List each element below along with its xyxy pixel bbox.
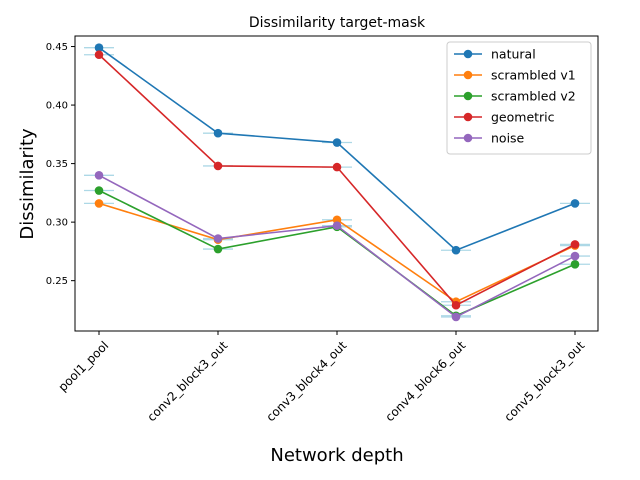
y-tick-label: 0.35	[46, 159, 68, 170]
series-geometric	[94, 50, 580, 310]
legend-item: geometric	[454, 110, 555, 125]
data-point	[332, 162, 342, 172]
y-tick-label: 0.25	[46, 276, 68, 287]
y-tick-label: 0.45	[46, 42, 68, 53]
legend-marker	[463, 91, 473, 101]
series-layer	[94, 43, 580, 322]
data-point	[94, 186, 104, 195]
legend-item: scrambled v1	[454, 68, 576, 83]
series-noise	[94, 171, 580, 322]
y-tick-label: 0.40	[46, 101, 68, 112]
legend-label: scrambled v1	[491, 68, 576, 83]
data-point	[94, 199, 104, 208]
x-axis-title: Network depth	[270, 445, 403, 466]
data-point	[451, 300, 461, 310]
data-point	[94, 50, 104, 60]
data-point	[332, 221, 342, 230]
data-point	[213, 128, 223, 138]
legend-marker	[463, 70, 473, 80]
legend-box	[446, 41, 592, 155]
data-point	[213, 234, 223, 243]
data-point	[332, 138, 342, 147]
series-natural	[94, 43, 580, 255]
legend: natural scrambled v1 scrambled v2 geometric…	[446, 41, 592, 155]
legend-label: natural	[491, 47, 536, 62]
data-point	[94, 43, 104, 53]
y-tick-label: 0.30	[46, 218, 68, 229]
legend-item: scrambled v2	[454, 89, 576, 104]
data-point	[213, 161, 223, 171]
legend-label: noise	[491, 131, 525, 146]
data-point	[570, 251, 580, 261]
y-axis-title: Dissimilarity	[17, 128, 38, 240]
y-axis-ticks: 0.25 0.30 0.35 0.40 0.45	[46, 42, 75, 287]
data-point	[94, 171, 104, 180]
legend-item: natural	[454, 47, 536, 62]
legend-item: noise	[454, 131, 525, 146]
legend-marker	[463, 112, 473, 122]
data-point	[213, 244, 223, 254]
chart-title: Dissimilarity target-mask	[249, 15, 426, 31]
legend-marker	[463, 49, 473, 59]
data-point	[451, 312, 461, 322]
data-point	[451, 245, 461, 255]
legend-marker	[463, 133, 473, 143]
data-point	[570, 240, 580, 249]
data-point	[570, 259, 580, 269]
legend-label: scrambled v2	[491, 89, 576, 104]
legend-label: geometric	[491, 110, 555, 125]
data-point	[570, 199, 580, 208]
